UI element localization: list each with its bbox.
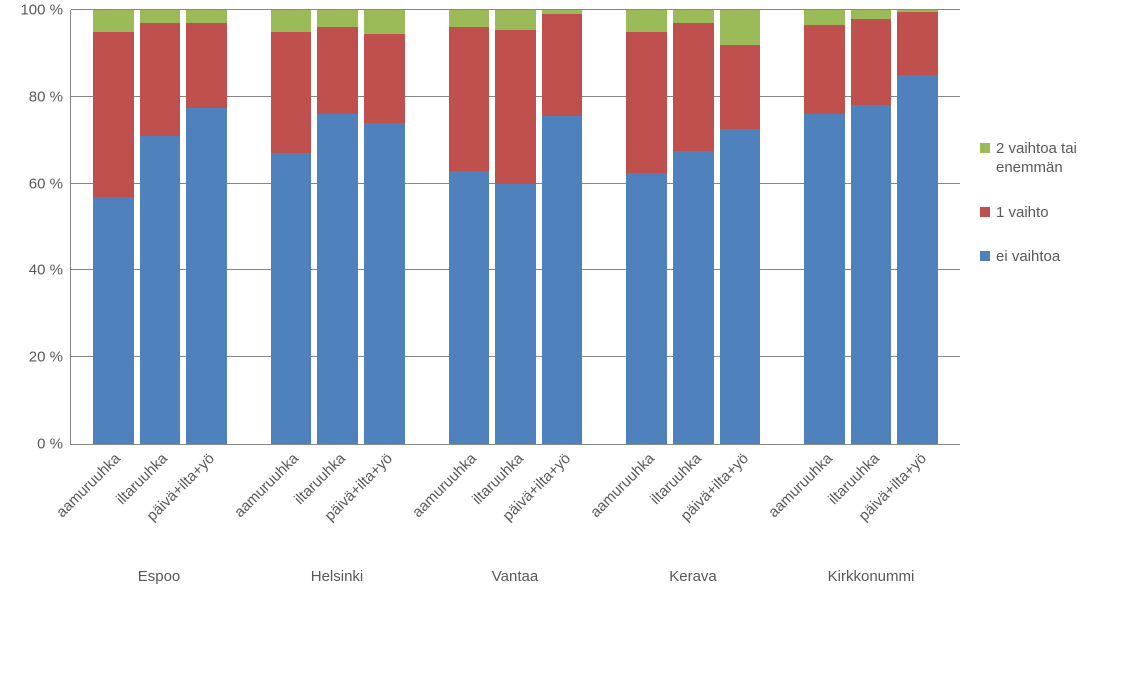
bar-segment xyxy=(720,129,761,444)
bar-segment xyxy=(449,27,490,170)
group-label: Kirkkonummi xyxy=(782,568,960,585)
legend-item: ei vaihtoa xyxy=(980,248,1125,267)
bar xyxy=(271,10,312,444)
bar xyxy=(449,10,490,444)
y-tick-label: 100 % xyxy=(20,2,71,19)
bar-segment xyxy=(495,30,536,184)
bar-group xyxy=(249,10,427,444)
bar-segment xyxy=(897,12,938,75)
bar-segment xyxy=(186,10,227,23)
bar-segment xyxy=(186,23,227,108)
group-label: Espoo xyxy=(70,568,248,585)
group-label: Vantaa xyxy=(426,568,604,585)
bar-segment xyxy=(271,32,312,154)
bar xyxy=(364,10,405,444)
x-tick-label: päivä+ilta+yö xyxy=(897,450,938,560)
bar xyxy=(626,10,667,444)
group-labels: EspooHelsinkiVantaaKeravaKirkkonummi xyxy=(70,568,960,585)
y-tick-label: 80 % xyxy=(29,88,71,105)
bar-segment xyxy=(851,105,892,444)
bar-segment xyxy=(364,34,405,123)
legend-item: 2 vaihtoa tai enemmän xyxy=(980,140,1125,178)
x-label-group: aamuruuhkailtaruuhkapäivä+ilta+yö xyxy=(782,450,960,560)
bar-segment xyxy=(626,32,667,173)
bar-segment xyxy=(495,184,536,444)
bar-group xyxy=(71,10,249,444)
x-label-group: aamuruuhkailtaruuhkapäivä+ilta+yö xyxy=(70,450,248,560)
bar-segment xyxy=(673,23,714,151)
bar-segment xyxy=(271,153,312,444)
bar-segment xyxy=(673,10,714,23)
bar xyxy=(317,10,358,444)
bar-group xyxy=(782,10,960,444)
x-label-group: aamuruuhkailtaruuhkapäivä+ilta+yö xyxy=(426,450,604,560)
bar-segment xyxy=(93,10,134,32)
bar-segment xyxy=(93,197,134,444)
bar-group xyxy=(604,10,782,444)
bar-segment xyxy=(804,10,845,25)
x-tick-label: päivä+ilta+yö xyxy=(719,450,760,560)
bar-segment xyxy=(271,10,312,32)
x-label-group: aamuruuhkailtaruuhkapäivä+ilta+yö xyxy=(248,450,426,560)
bar xyxy=(673,10,714,444)
bar xyxy=(720,10,761,444)
legend-label: 1 vaihto xyxy=(996,204,1049,223)
y-tick-label: 20 % xyxy=(29,349,71,366)
bar-segment xyxy=(542,14,583,116)
bar-segment xyxy=(851,19,892,106)
x-tick-label: päivä+ilta+yö xyxy=(541,450,582,560)
bar-group xyxy=(427,10,605,444)
legend-item: 1 vaihto xyxy=(980,204,1125,223)
bar xyxy=(140,10,181,444)
bar-segment xyxy=(449,171,490,444)
bar-segment xyxy=(317,10,358,27)
bar-segment xyxy=(626,10,667,32)
legend: 2 vaihtoa tai enemmän 1 vaihto ei vaihtoa xyxy=(980,140,1125,267)
stacked-bar-chart: 0 %20 %40 %60 %80 %100 % aamuruuhkailtar… xyxy=(0,0,1134,684)
bar-segment xyxy=(186,108,227,444)
bar-segment xyxy=(804,114,845,444)
bar-segment xyxy=(364,123,405,444)
group-label: Helsinki xyxy=(248,568,426,585)
bar xyxy=(93,10,134,444)
bar-segment xyxy=(317,27,358,114)
bar xyxy=(542,10,583,444)
bar-segment xyxy=(897,75,938,444)
legend-label: 2 vaihtoa tai enemmän xyxy=(996,140,1125,178)
bar-segment xyxy=(449,10,490,27)
bar-segment xyxy=(93,32,134,197)
bar-segment xyxy=(626,173,667,444)
bar xyxy=(897,10,938,444)
bar-segment xyxy=(804,25,845,114)
bar-segment xyxy=(140,23,181,136)
x-label-group: aamuruuhkailtaruuhkapäivä+ilta+yö xyxy=(604,450,782,560)
bar xyxy=(186,10,227,444)
legend-label: ei vaihtoa xyxy=(996,248,1060,267)
legend-swatch xyxy=(980,207,990,217)
x-tick-label: päivä+ilta+yö xyxy=(363,450,404,560)
bar-groups xyxy=(71,10,960,444)
y-tick-label: 0 % xyxy=(37,436,71,453)
legend-swatch xyxy=(980,143,990,153)
bar-segment xyxy=(364,10,405,34)
y-tick-label: 60 % xyxy=(29,175,71,192)
bar-segment xyxy=(317,114,358,444)
bar-segment xyxy=(720,45,761,130)
x-tick-label: päivä+ilta+yö xyxy=(185,450,226,560)
legend-swatch xyxy=(980,251,990,261)
plot-area: 0 %20 %40 %60 %80 %100 % xyxy=(70,10,960,445)
bar-segment xyxy=(140,10,181,23)
bar-segment xyxy=(851,10,892,19)
bar xyxy=(804,10,845,444)
group-label: Kerava xyxy=(604,568,782,585)
bar-segment xyxy=(495,10,536,30)
bar xyxy=(495,10,536,444)
bar xyxy=(851,10,892,444)
x-axis-labels: aamuruuhkailtaruuhkapäivä+ilta+yöaamuruu… xyxy=(70,450,960,560)
bar-segment xyxy=(542,116,583,444)
bar-segment xyxy=(720,10,761,45)
bar-segment xyxy=(140,136,181,444)
y-tick-label: 40 % xyxy=(29,262,71,279)
bar-segment xyxy=(673,151,714,444)
